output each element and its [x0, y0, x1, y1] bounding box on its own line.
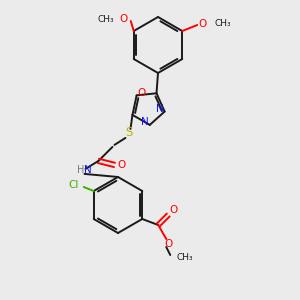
Text: O: O [169, 205, 177, 215]
Text: Cl: Cl [69, 180, 79, 190]
Text: CH₃: CH₃ [214, 20, 231, 28]
Text: O: O [198, 19, 206, 29]
Text: N: N [156, 103, 164, 113]
Text: N: N [84, 165, 91, 175]
Text: O: O [164, 239, 172, 249]
Text: O: O [137, 88, 146, 98]
Text: CH₃: CH₃ [176, 254, 193, 262]
Text: H: H [77, 165, 84, 175]
Text: O: O [117, 160, 126, 170]
Text: CH₃: CH₃ [97, 14, 114, 23]
Text: O: O [120, 14, 128, 24]
Text: N: N [141, 117, 149, 127]
Text: S: S [125, 126, 132, 140]
